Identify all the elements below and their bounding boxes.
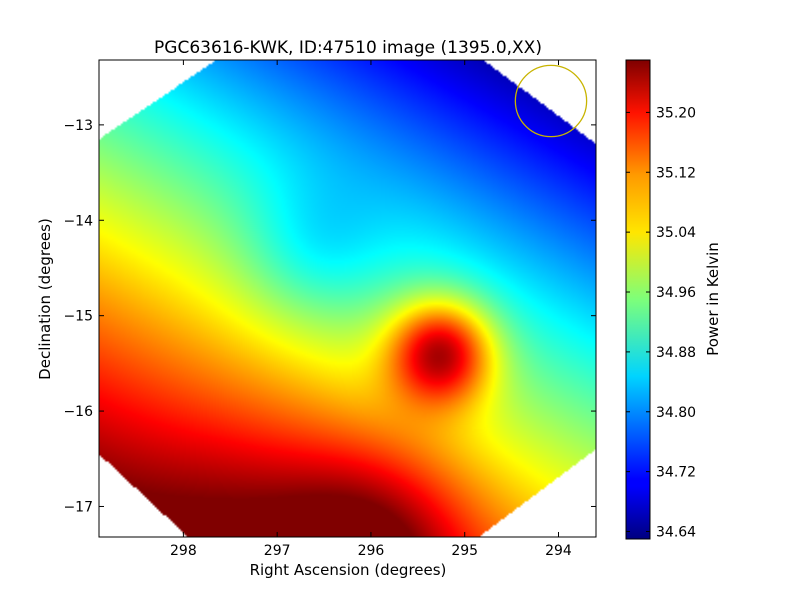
colorbar-label: Power in Kelvin: [704, 242, 722, 356]
colorbar-tick-label: 35.20: [656, 105, 696, 121]
chart-title: PGC63616-KWK, ID:47510 image (1395.0,XX): [154, 38, 542, 58]
x-axis-ticks: 298 297 296 295 294: [170, 60, 572, 559]
y-axis-label: Declination (degrees): [36, 218, 54, 380]
colorbar-tick-label: 34.64: [656, 525, 696, 541]
colorbar-tick-label: 34.80: [656, 405, 696, 421]
colorbar: [625, 59, 651, 540]
y-tick-label: −13: [63, 118, 93, 134]
y-tick-label: −17: [63, 499, 93, 515]
colorbar-tick-label: 35.04: [656, 225, 696, 241]
heatmap-image: [99, 60, 596, 537]
y-tick-label: −15: [63, 309, 93, 325]
x-tick-label: 298: [170, 543, 197, 559]
plot-frame: [98, 59, 597, 538]
colorbar-tick-label: 34.88: [656, 345, 696, 361]
x-axis-label: Right Ascension (degrees): [250, 561, 447, 579]
colorbar-tick-label: 34.72: [656, 465, 696, 481]
y-tick-label: −16: [63, 404, 93, 420]
x-tick-label: 294: [545, 543, 572, 559]
colorbar-ticks: 34.64 34.72 34.80 34.88 34.96 35.04 35.12 35.20: [626, 105, 696, 541]
y-tick-label: −14: [63, 213, 93, 229]
beam-circle-marker: [514, 64, 588, 138]
colorbar-tick-label: 35.12: [656, 165, 696, 181]
x-tick-label: 296: [358, 543, 385, 559]
x-tick-label: 297: [264, 543, 291, 559]
x-tick-label: 295: [451, 543, 478, 559]
colorbar-tick-label: 34.96: [656, 285, 696, 301]
y-axis-ticks: −13 −14 −15 −16 −17: [63, 118, 596, 515]
